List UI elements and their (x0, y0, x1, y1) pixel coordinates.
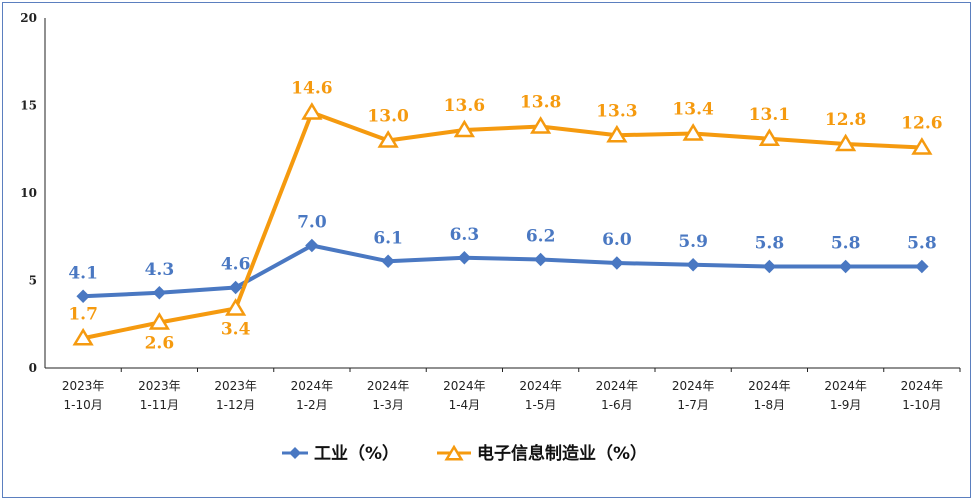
point-marker-diamond (152, 286, 167, 300)
data-label: 13.4 (672, 100, 714, 120)
data-label: 13.0 (367, 107, 409, 127)
point-marker-triangle (225, 298, 247, 316)
data-label: 13.6 (444, 96, 485, 116)
x-tick-label: 2023年 (138, 379, 181, 393)
point-marker-diamond (76, 289, 90, 303)
legend: 工业（%） 电子信息制造业（%） (282, 443, 647, 464)
series-line-electronics (82, 110, 922, 341)
x-tick-label: 2024年 (901, 379, 944, 393)
legend-diamond-icon (289, 447, 301, 459)
x-tick-label: 2023年 (62, 379, 105, 393)
point-marker-triangle (301, 102, 323, 120)
x-tick-label: 2023年 (214, 379, 257, 393)
legend-label-industry: 工业（%） (314, 443, 399, 464)
x-tick-label: 1-7月 (677, 398, 709, 412)
x-tick-label: 2024年 (519, 379, 562, 393)
x-tick-label: 2024年 (824, 379, 867, 393)
data-label: 4.3 (145, 260, 175, 280)
legend-triangle-icon (444, 444, 464, 461)
legend-item-electronics: 电子信息制造业（%） (437, 443, 647, 464)
x-tick-label: 1-11月 (140, 398, 179, 412)
x-tick-label: 2024年 (367, 379, 410, 393)
data-labels: 4.1 4.3 4.6 7.0 6.1 6.3 6.2 6.0 5.9 5.8 5.8 5.8 1.7 2… (68, 79, 942, 354)
series-markers (72, 102, 933, 346)
point-marker-diamond (305, 238, 319, 253)
y-tick-label: 20 (20, 11, 37, 25)
point-marker-triangle (377, 130, 399, 148)
data-label: 6.3 (450, 225, 480, 245)
point-marker-diamond (915, 259, 929, 274)
point-marker-diamond (381, 254, 395, 268)
data-label: 13.3 (596, 101, 637, 121)
y-axis-ticks: 0 5 10 15 20 (20, 11, 37, 375)
x-tick-label: 1-12月 (216, 398, 255, 412)
point-marker-diamond (457, 251, 472, 265)
x-tick-label: 1-10月 (902, 398, 941, 412)
data-label: 2.6 (145, 334, 175, 354)
series-lines (82, 110, 922, 341)
point-marker-triangle (911, 137, 933, 155)
point-marker-diamond (762, 259, 777, 274)
series-line-industry (83, 243, 922, 299)
x-tick-label: 1-3月 (372, 398, 404, 412)
x-tick-label: 1-10月 (64, 398, 103, 412)
data-label: 12.8 (825, 110, 866, 130)
data-label: 12.6 (901, 114, 942, 134)
point-marker-diamond (610, 256, 624, 270)
data-label: 1.7 (68, 304, 98, 324)
x-tick-label: 2024年 (672, 379, 715, 393)
x-tick-label: 1-4月 (449, 398, 481, 412)
point-marker-triangle (453, 119, 475, 138)
point-marker-diamond (533, 252, 548, 267)
point-marker-triangle (148, 312, 170, 330)
y-tick-label: 5 (29, 274, 37, 288)
point-marker-diamond (228, 280, 243, 295)
x-tick-label: 1-2月 (296, 398, 328, 412)
data-label: 3.4 (221, 320, 251, 340)
data-label: 13.1 (749, 105, 790, 125)
y-tick-label: 15 (20, 99, 37, 113)
point-marker-triangle (682, 123, 704, 141)
data-label: 5.9 (678, 232, 708, 252)
axes (44, 18, 960, 369)
data-label: 5.8 (907, 234, 937, 254)
data-label: 4.6 (221, 255, 251, 275)
point-marker-triangle (606, 124, 628, 143)
x-tick-label: 1-8月 (754, 398, 786, 412)
x-tick-label: 2024年 (443, 379, 486, 393)
x-axis-ticks: 2023年 1-10月 2023年 1-11月 2023年 1-12月 2024年 1-2月 2… (62, 368, 961, 412)
legend-label-electronics: 电子信息制造业（%） (477, 443, 647, 464)
x-tick-label: 2024年 (596, 379, 639, 393)
data-label: 4.1 (68, 263, 98, 283)
point-marker-diamond (686, 258, 700, 272)
y-tick-label: 0 (29, 361, 37, 375)
x-tick-label: 2024年 (748, 379, 791, 393)
x-tick-label: 1-9月 (830, 398, 862, 412)
data-label: 5.8 (831, 234, 861, 254)
point-marker-triangle (530, 116, 552, 134)
y-tick-label: 10 (20, 186, 37, 200)
data-label: 5.8 (755, 234, 785, 254)
point-marker-triangle (72, 327, 94, 346)
data-label: 6.1 (373, 228, 403, 248)
data-label: 7.0 (297, 213, 327, 233)
point-marker-diamond (838, 259, 853, 274)
x-tick-label: 2024年 (291, 379, 334, 393)
data-label: 6.2 (526, 227, 556, 247)
data-label: 13.8 (520, 93, 561, 113)
point-marker-triangle (835, 133, 857, 152)
data-label: 14.6 (291, 79, 332, 99)
point-marker-triangle (758, 128, 780, 146)
x-tick-label: 1-6月 (601, 398, 633, 412)
data-label: 6.0 (602, 230, 632, 250)
legend-item-industry: 工业（%） (282, 443, 399, 464)
x-tick-label: 1-5月 (525, 398, 557, 412)
